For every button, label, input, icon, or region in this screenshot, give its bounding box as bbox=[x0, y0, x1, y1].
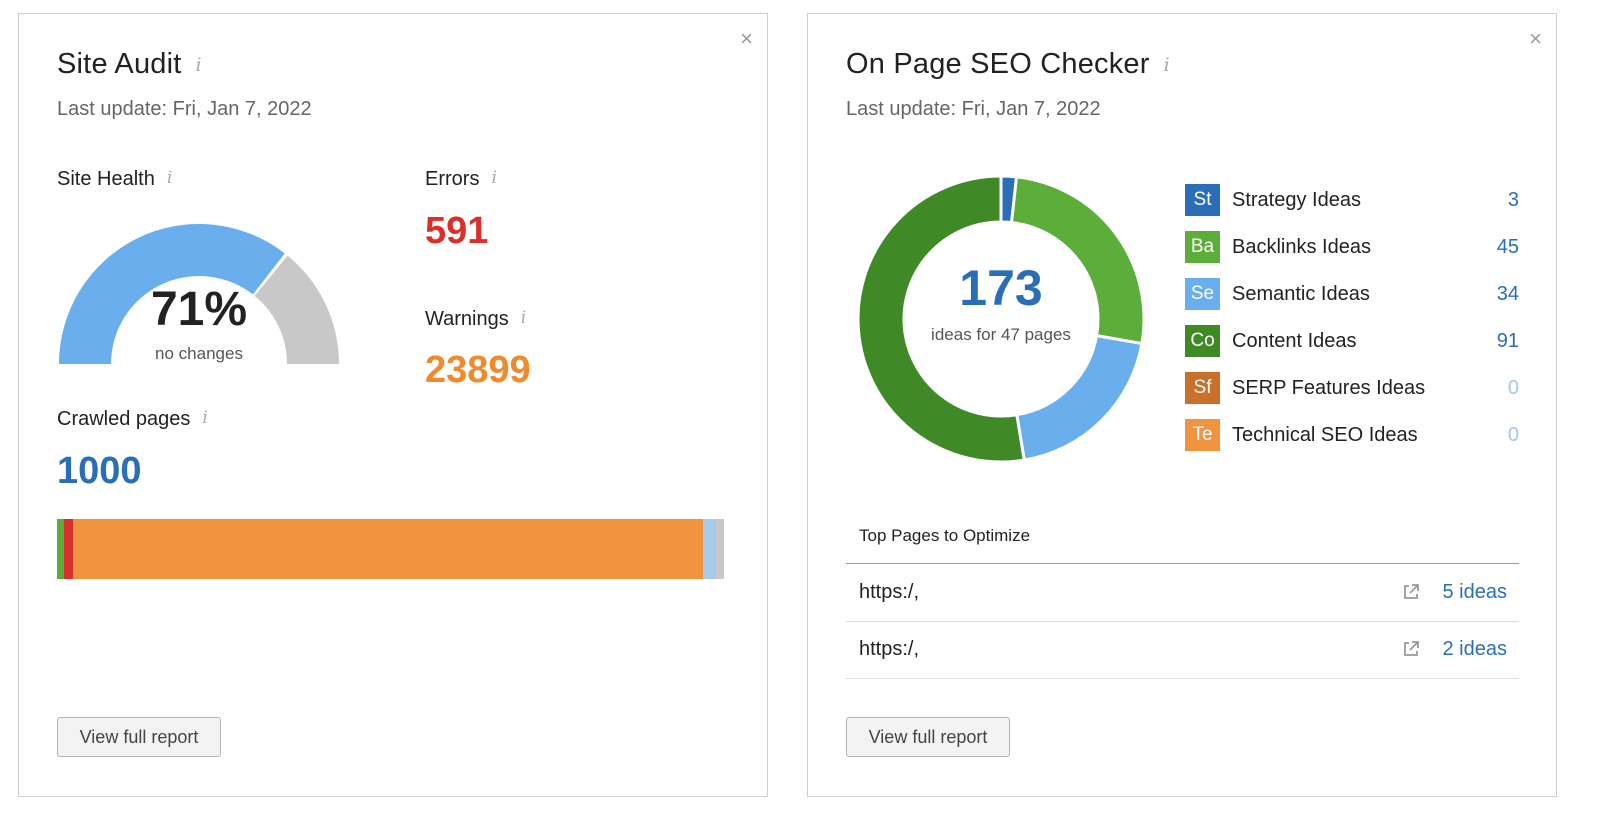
crawl-segment-have-issues[interactable] bbox=[73, 519, 704, 579]
idea-label: Backlinks Ideas bbox=[1232, 235, 1371, 258]
idea-badge: Sf bbox=[1185, 372, 1220, 404]
ideas-total-sub: ideas for 47 pages bbox=[931, 325, 1071, 344]
info-icon[interactable]: i bbox=[202, 408, 208, 428]
site-audit-title-text: Site Audit bbox=[57, 48, 182, 80]
idea-count[interactable]: 45 bbox=[1496, 235, 1519, 258]
warnings-label-text: Warnings bbox=[425, 308, 509, 330]
site-health-percent: 71% bbox=[150, 283, 248, 336]
crawl-segment-broken[interactable] bbox=[64, 519, 74, 579]
info-icon[interactable]: i bbox=[1163, 54, 1170, 76]
idea-count[interactable]: 0 bbox=[1507, 423, 1519, 446]
warnings-label: Warnings i bbox=[425, 308, 526, 331]
on-page-seo-last-update: Last update: Fri, Jan 7, 2022 bbox=[846, 98, 1101, 120]
errors-label: Errors i bbox=[425, 168, 497, 191]
divider bbox=[846, 621, 1519, 622]
idea-count[interactable]: 34 bbox=[1496, 282, 1519, 305]
idea-row[interactable]: Se Semantic Ideas 34 bbox=[1185, 278, 1519, 310]
site-audit-last-update: Last update: Fri, Jan 7, 2022 bbox=[57, 98, 312, 120]
idea-badge: St bbox=[1185, 184, 1220, 216]
idea-badge: Se bbox=[1185, 278, 1220, 310]
info-icon[interactable]: i bbox=[520, 308, 527, 328]
idea-row[interactable]: Sf SERP Features Ideas 0 bbox=[1185, 372, 1519, 404]
top-page-row: https:/, 5 ideas bbox=[846, 564, 1519, 620]
site-health-label: Site Health i bbox=[57, 168, 172, 191]
idea-row[interactable]: St Strategy Ideas 3 bbox=[1185, 184, 1519, 216]
divider bbox=[846, 678, 1519, 679]
crawled-pages-label-text: Crawled pages bbox=[57, 408, 191, 430]
ideas-donut-chart bbox=[856, 174, 1146, 464]
page-ideas-link[interactable]: 2 ideas bbox=[1442, 637, 1508, 660]
page-url[interactable]: https:/, bbox=[859, 637, 920, 660]
on-page-seo-title: On Page SEO Checker i bbox=[846, 48, 1170, 81]
external-link-icon[interactable] bbox=[1401, 582, 1421, 602]
on-page-seo-title-text: On Page SEO Checker bbox=[846, 48, 1150, 80]
idea-label: Technical SEO Ideas bbox=[1232, 423, 1418, 446]
idea-count[interactable]: 0 bbox=[1507, 376, 1519, 399]
view-full-report-button[interactable]: View full report bbox=[57, 717, 221, 757]
top-page-row: https:/, 2 ideas bbox=[846, 621, 1519, 677]
page-url[interactable]: https:/, bbox=[859, 580, 920, 603]
divider bbox=[846, 563, 1519, 564]
crawl-segment-blocked[interactable] bbox=[716, 519, 725, 579]
ideas-total: 173 bbox=[959, 260, 1043, 316]
idea-badge: Ba bbox=[1185, 231, 1220, 263]
errors-count[interactable]: 591 bbox=[425, 210, 489, 252]
donut-slice-se[interactable] bbox=[1015, 333, 1144, 462]
external-link-icon[interactable] bbox=[1401, 639, 1421, 659]
idea-row[interactable]: Te Technical SEO Ideas 0 bbox=[1185, 419, 1519, 451]
site-health-change: no changes bbox=[155, 344, 243, 363]
gauge-rest-arc bbox=[254, 255, 339, 364]
site-health-gauge bbox=[59, 223, 339, 364]
idea-label: Content Ideas bbox=[1232, 329, 1357, 352]
idea-row[interactable]: Ba Backlinks Ideas 45 bbox=[1185, 231, 1519, 263]
close-icon[interactable]: × bbox=[1529, 26, 1542, 51]
page-ideas-link[interactable]: 5 ideas bbox=[1442, 580, 1508, 603]
warnings-count[interactable]: 23899 bbox=[425, 349, 531, 391]
donut-slice-co[interactable] bbox=[856, 174, 1026, 464]
idea-badge: Te bbox=[1185, 419, 1220, 451]
top-pages-title: Top Pages to Optimize bbox=[859, 526, 1031, 545]
crawled-pages-bar bbox=[57, 519, 731, 579]
crawl-segment-healthy[interactable] bbox=[57, 519, 65, 579]
idea-label: Semantic Ideas bbox=[1232, 282, 1370, 305]
site-audit-widget: × Site Audit i Last update: Fri, Jan 7, 2… bbox=[18, 13, 768, 797]
close-icon[interactable]: × bbox=[740, 26, 753, 51]
idea-count[interactable]: 91 bbox=[1496, 329, 1519, 352]
crawled-pages-label: Crawled pages i bbox=[57, 408, 208, 431]
view-full-report-button[interactable]: View full report bbox=[846, 717, 1010, 757]
gauge-fill-arc bbox=[59, 223, 285, 364]
info-icon[interactable]: i bbox=[195, 54, 202, 76]
idea-count[interactable]: 3 bbox=[1507, 188, 1519, 211]
idea-label: Strategy Ideas bbox=[1232, 188, 1361, 211]
idea-badge: Co bbox=[1185, 325, 1220, 357]
site-audit-title: Site Audit i bbox=[57, 48, 202, 81]
on-page-seo-widget: × On Page SEO Checker i Last update: Fri,… bbox=[807, 13, 1557, 797]
info-icon[interactable]: i bbox=[491, 168, 497, 188]
crawled-pages-count[interactable]: 1000 bbox=[57, 450, 142, 492]
crawl-segment-redirected[interactable] bbox=[703, 519, 717, 579]
errors-label-text: Errors bbox=[425, 168, 480, 190]
site-health-label-text: Site Health bbox=[57, 168, 155, 190]
info-icon[interactable]: i bbox=[166, 168, 173, 188]
idea-label: SERP Features Ideas bbox=[1232, 376, 1426, 399]
idea-row[interactable]: Co Content Ideas 91 bbox=[1185, 325, 1519, 357]
